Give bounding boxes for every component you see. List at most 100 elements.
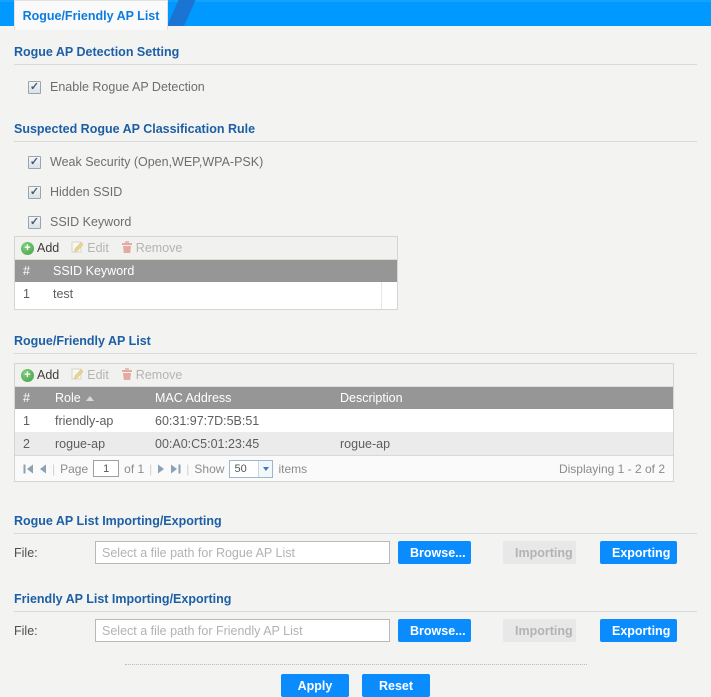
trash-icon (121, 240, 133, 256)
section-title-ap-list: Rogue/Friendly AP List (14, 334, 151, 348)
page-number-input[interactable] (93, 460, 120, 477)
first-page-button[interactable] (23, 464, 34, 474)
ap-add-button[interactable]: + Add (21, 368, 59, 382)
checkmark-icon: ✓ (29, 80, 40, 93)
section-title-friendly-import: Friendly AP List Importing/Exporting (14, 592, 232, 606)
keyword-remove-button[interactable]: Remove (121, 240, 183, 256)
remove-label: Remove (135, 241, 183, 255)
rogue-exporting-button[interactable]: Exporting (600, 541, 677, 564)
cell-num: 2 (23, 436, 30, 451)
file-label: File: (14, 623, 38, 638)
section-title-classification: Suspected Rogue AP Classification Rule (14, 122, 256, 136)
section-divider (14, 533, 697, 534)
page-label: Page (60, 461, 89, 476)
section-divider (14, 611, 697, 612)
file-label: File: (14, 545, 38, 560)
separator: | (186, 461, 190, 476)
enable-detection-checkbox[interactable]: ✓ (28, 80, 41, 94)
header-mac-address[interactable]: MAC Address (155, 391, 232, 405)
header-description[interactable]: Description (340, 391, 403, 405)
header-role-label: Role (55, 391, 81, 405)
keyword-edit-button[interactable]: Edit (71, 240, 109, 256)
section-title-detection: Rogue AP Detection Setting (14, 45, 180, 59)
cell-role: rogue-ap (55, 436, 106, 451)
cell-mac: 00:A0:C5:01:23:45 (155, 436, 260, 451)
pagination-bar: | Page of 1 | | Show 50 (15, 455, 673, 481)
rogue-browse-button[interactable]: Browse... (398, 541, 471, 564)
rogue-file-path-input[interactable] (95, 541, 390, 564)
show-items-select[interactable]: 50 (229, 459, 274, 478)
add-label: Add (37, 241, 60, 255)
ap-edit-button[interactable]: Edit (71, 367, 109, 383)
reset-button[interactable]: Reset (362, 674, 430, 697)
remove-label: Remove (135, 368, 183, 382)
friendly-importing-button[interactable]: Importing (503, 619, 576, 642)
edit-icon (71, 240, 84, 256)
last-page-button[interactable] (170, 464, 181, 474)
section-rogue-import: Rogue AP List Importing/Exporting File: … (14, 514, 697, 564)
header-role[interactable]: Role (55, 391, 155, 405)
hidden-ssid-checkbox[interactable]: ✓ (28, 185, 41, 199)
displaying-status: Displaying 1 - 2 of 2 (558, 461, 665, 476)
hidden-ssid-row: ✓ Hidden SSID (28, 185, 697, 199)
items-label: items (278, 461, 308, 476)
separator: | (52, 461, 56, 476)
ap-list-table: + Add Edit Remove (14, 363, 674, 482)
ssid-keyword-table: + Add Edit Remove (14, 236, 398, 310)
cell-num: 1 (23, 286, 30, 301)
ap-list-toolbar: + Add Edit Remove (15, 364, 673, 387)
enable-detection-row: ✓ Enable Rogue AP Detection (28, 80, 697, 94)
ssid-keyword-row-area: 1 test (15, 282, 397, 309)
header-num[interactable]: # (23, 391, 30, 405)
separator: | (149, 461, 153, 476)
friendly-exporting-button[interactable]: Exporting (600, 619, 677, 642)
friendly-file-path-input[interactable] (95, 619, 390, 642)
footer-divider (124, 664, 587, 665)
edit-icon (71, 367, 84, 383)
tab-bar: Rogue/Friendly AP List (0, 0, 711, 30)
table-row[interactable]: 1 test (15, 282, 381, 305)
cell-num: 1 (23, 413, 30, 428)
edit-label: Edit (87, 368, 109, 382)
section-divider (14, 141, 697, 142)
ssid-keyword-checkbox[interactable]: ✓ (28, 215, 41, 229)
ssid-keyword-table-header: # SSID Keyword (15, 260, 397, 282)
section-ap-list: Rogue/Friendly AP List + Add Edit (14, 334, 697, 482)
weak-security-checkbox[interactable]: ✓ (28, 155, 41, 169)
checkmark-icon: ✓ (29, 185, 40, 198)
footer-buttons: Apply Reset (14, 674, 697, 697)
sort-ascending-icon (85, 395, 94, 401)
show-items-value: 50 (234, 462, 247, 475)
page-of-label: of 1 (124, 461, 145, 476)
weak-security-row: ✓ Weak Security (Open,WEP,WPA-PSK) (28, 155, 697, 169)
friendly-browse-button[interactable]: Browse... (398, 619, 471, 642)
ssid-keyword-label: SSID Keyword (50, 215, 132, 229)
cell-role: friendly-ap (55, 413, 114, 428)
ssid-keyword-row: ✓ SSID Keyword (28, 215, 697, 229)
header-ssid-keyword[interactable]: SSID Keyword (53, 264, 135, 278)
edit-label: Edit (87, 241, 109, 255)
keyword-add-button[interactable]: + Add (21, 241, 59, 255)
section-detection: Rogue AP Detection Setting ✓ Enable Rogu… (14, 30, 697, 94)
add-icon: + (21, 241, 34, 255)
tab-label: Rogue/Friendly AP List (22, 8, 160, 23)
cell-description: rogue-ap (340, 436, 391, 451)
ap-remove-button[interactable]: Remove (121, 367, 183, 383)
previous-page-button[interactable] (39, 464, 47, 474)
table-row[interactable]: 1 friendly-ap 60:31:97:7D:5B:51 (15, 409, 673, 432)
ap-list-table-header: # Role MAC Address Description (15, 387, 673, 409)
next-page-button[interactable] (157, 464, 165, 474)
enable-detection-label: Enable Rogue AP Detection (50, 80, 205, 94)
table-row[interactable]: 2 rogue-ap 00:A0:C5:01:23:45 rogue-ap (15, 432, 673, 455)
cell-mac: 60:31:97:7D:5B:51 (155, 413, 260, 428)
apply-button[interactable]: Apply (281, 674, 349, 697)
add-label: Add (37, 368, 60, 382)
rogue-importing-button[interactable]: Importing (503, 541, 576, 564)
rogue-file-row: File: Browse... Importing Exporting (14, 541, 697, 564)
tab-rogue-friendly-ap-list[interactable]: Rogue/Friendly AP List (14, 0, 168, 30)
header-num[interactable]: # (23, 264, 30, 278)
trash-icon (121, 367, 133, 383)
section-classification: Suspected Rogue AP Classification Rule ✓… (14, 122, 697, 310)
ssid-keyword-toolbar: + Add Edit Remove (15, 237, 397, 260)
